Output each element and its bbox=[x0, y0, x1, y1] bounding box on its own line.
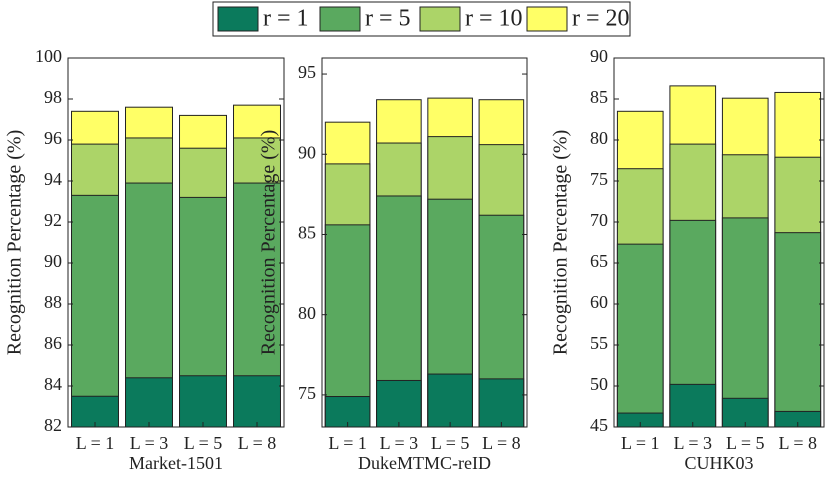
x-tick-label: L = 3 bbox=[674, 433, 712, 453]
legend-swatch bbox=[419, 6, 461, 32]
x-tick-label: L = 1 bbox=[328, 433, 366, 453]
y-tick-label: 45 bbox=[590, 415, 608, 435]
bar bbox=[71, 194, 119, 428]
y-tick-label: 85 bbox=[298, 223, 316, 243]
x-tick-label: L = 8 bbox=[482, 433, 520, 453]
y-tick-label: 98 bbox=[44, 87, 62, 107]
legend-label: r = 5 bbox=[365, 6, 411, 32]
x-tick-label: L = 5 bbox=[431, 433, 469, 453]
x-axis-label: Market-1501 bbox=[129, 453, 223, 473]
y-tick-label: 70 bbox=[590, 210, 608, 230]
legend-label: r = 20 bbox=[572, 6, 630, 32]
legend-swatch bbox=[319, 6, 361, 32]
y-tick-label: 55 bbox=[590, 333, 608, 353]
x-tick-label: L = 8 bbox=[779, 433, 817, 453]
y-tick-label: 88 bbox=[44, 292, 62, 312]
y-tick-label: 94 bbox=[44, 169, 62, 189]
y-tick-label: 90 bbox=[298, 142, 316, 162]
x-tick-label: L = 3 bbox=[380, 433, 418, 453]
x-tick-label: L = 3 bbox=[130, 433, 168, 453]
x-axis-label: CUHK03 bbox=[684, 453, 753, 473]
legend-label: r = 10 bbox=[465, 6, 523, 32]
y-tick-label: 75 bbox=[298, 383, 316, 403]
legend-swatch bbox=[526, 6, 568, 32]
plot-frame bbox=[67, 57, 285, 428]
y-axis-label: Recognition Percentage (%) bbox=[258, 130, 280, 355]
bar bbox=[233, 375, 281, 428]
x-tick-label: L = 5 bbox=[726, 433, 764, 453]
legend-swatch bbox=[217, 6, 259, 32]
bar bbox=[616, 243, 664, 428]
bar bbox=[774, 232, 822, 428]
bar bbox=[478, 378, 525, 428]
y-tick-label: 95 bbox=[298, 62, 316, 82]
y-tick-label: 75 bbox=[590, 169, 608, 189]
plot-frame bbox=[321, 57, 528, 428]
y-tick-label: 100 bbox=[35, 46, 62, 66]
y-tick-label: 96 bbox=[44, 128, 62, 148]
y-tick-label: 80 bbox=[298, 303, 316, 323]
y-tick-label: 86 bbox=[44, 333, 62, 353]
y-tick-label: 80 bbox=[590, 128, 608, 148]
y-tick-label: 50 bbox=[590, 374, 608, 394]
y-axis-label: Recognition Percentage (%) bbox=[4, 130, 26, 355]
x-axis-label: DukeMTMC-reID bbox=[358, 453, 491, 473]
bar bbox=[125, 377, 173, 428]
legend-label: r = 1 bbox=[263, 6, 309, 32]
x-tick-label: L = 1 bbox=[621, 433, 659, 453]
bar bbox=[324, 224, 371, 428]
y-tick-label: 84 bbox=[44, 374, 62, 394]
y-tick-label: 90 bbox=[44, 251, 62, 271]
bar bbox=[427, 373, 473, 428]
bar bbox=[669, 383, 717, 428]
y-tick-label: 60 bbox=[590, 292, 608, 312]
y-tick-label: 90 bbox=[590, 46, 608, 66]
x-tick-label: L = 1 bbox=[76, 433, 114, 453]
bar bbox=[179, 375, 227, 428]
y-tick-label: 85 bbox=[590, 87, 608, 107]
x-tick-label: L = 8 bbox=[238, 433, 276, 453]
bar bbox=[376, 379, 422, 428]
y-axis-label: Recognition Percentage (%) bbox=[550, 130, 572, 355]
plot-frame bbox=[613, 57, 825, 428]
x-tick-label: L = 5 bbox=[184, 433, 222, 453]
bar bbox=[721, 217, 769, 428]
y-tick-label: 65 bbox=[590, 251, 608, 271]
y-tick-label: 92 bbox=[44, 210, 62, 230]
y-tick-label: 82 bbox=[44, 415, 62, 435]
